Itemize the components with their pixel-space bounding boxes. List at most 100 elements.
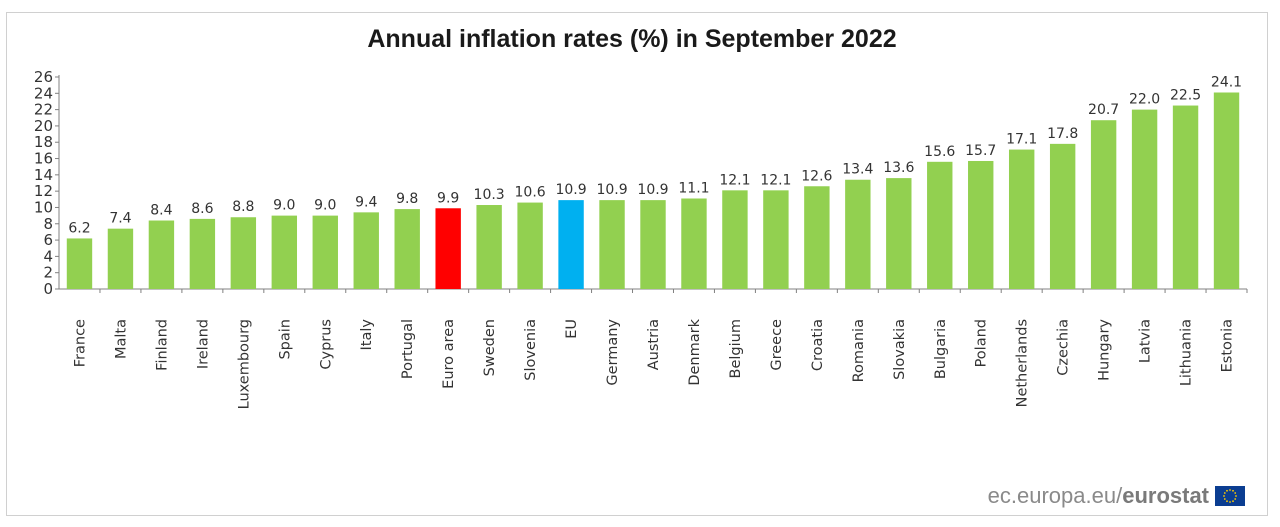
y-tick-label: 4 [43,247,53,265]
y-tick-label: 0 [43,280,53,298]
category-label: France [72,319,88,367]
eu-flag-icon [1215,486,1245,506]
value-label: 22.0 [1129,92,1160,108]
value-label: 10.9 [555,182,586,198]
bar [107,228,134,289]
bar [148,220,175,289]
value-label: 9.0 [314,198,336,214]
bar [681,198,707,289]
flag-star [1234,498,1237,500]
category-label: Denmark [687,318,703,385]
y-tick-label: 2 [43,264,53,282]
bar [1049,143,1076,289]
bar [1172,105,1199,290]
y-tick-label: 6 [43,231,53,249]
value-label: 22.5 [1170,88,1201,104]
bar [927,161,953,289]
bar [312,215,338,289]
bar [886,178,912,289]
y-tick-label: 24 [34,84,53,102]
value-label: 9.0 [273,198,295,214]
value-label: 15.6 [924,144,955,160]
y-tick-label: 26 [34,68,53,86]
category-label: Poland [974,319,990,367]
y-tick-label: 20 [34,117,53,135]
category-label: Hungary [1097,319,1113,381]
category-label: Romania [851,319,867,382]
flag-star [1223,495,1225,497]
category-label: Croatia [810,319,826,371]
chart-frame: Annual inflation rates (%) in September … [6,12,1268,516]
value-label: 9.8 [396,191,418,207]
category-label: Germany [605,319,621,386]
value-label: 17.1 [1006,132,1037,148]
bar [845,179,871,289]
flag-star [1226,500,1228,503]
flag-star [1223,492,1226,494]
category-label: Luxembourg [236,319,252,409]
category-label: Italy [359,319,375,351]
flag-star [1229,501,1231,503]
category-label: Bulgaria [933,319,949,379]
category-label: Spain [277,319,293,360]
y-tick-label: 18 [34,133,53,151]
flag-star [1235,495,1237,497]
flag-star [1223,498,1226,500]
flag-star [1229,489,1231,491]
bar [517,202,543,289]
bar [394,209,420,289]
category-label: Portugal [400,319,416,379]
category-label: Latvia [1138,319,1154,363]
value-label: 8.6 [191,201,213,217]
bar [189,218,216,289]
bar [353,212,379,289]
value-label: 10.6 [515,185,546,201]
eu-flag-stars-icon [1223,489,1237,503]
category-label: Lithuania [1179,319,1195,386]
bar [968,160,994,289]
bar [722,190,748,289]
bar [435,208,461,289]
bar [66,238,93,289]
value-label: 10.9 [596,182,627,198]
value-label: 10.9 [637,182,668,198]
value-label: 7.4 [109,211,131,227]
bars [66,92,1240,290]
value-label: 13.6 [883,160,914,176]
flag-star [1232,489,1234,492]
value-label: 6.2 [68,220,90,236]
value-labels: 6.2 7.4 8.4 8.6 8.8 9.0 9.0 9.4 9.8 9.9 10.3 10.6 10… [68,74,1242,236]
bar [640,200,666,289]
y-tick-label: 14 [34,166,53,184]
source-url: ec.europa.eu/eurostat [987,483,1209,508]
bar [476,205,502,289]
value-label: 12.1 [719,172,750,188]
value-label: 11.1 [678,180,709,196]
value-label: 13.4 [842,162,873,178]
value-label: 10.3 [474,187,505,203]
category-label: Austria [646,319,662,370]
category-label: Greece [769,319,785,371]
category-labels: France Malta Finland Ireland Luxembourg Spain… [72,318,1235,409]
category-label: Slovenia [523,319,539,381]
category-label: Euro area [441,319,457,389]
value-label: 15.7 [965,143,996,159]
value-label: 12.6 [801,168,832,184]
category-label: Estonia [1220,319,1236,372]
source-credit: ec.europa.eu/eurostat [988,483,1245,509]
bar [804,186,830,289]
bar [1008,149,1035,289]
chart-title: Annual inflation rates (%) in September … [367,25,896,53]
category-label: Netherlands [1015,319,1031,407]
value-label: 24.1 [1211,74,1242,90]
category-label: Czechia [1056,319,1072,376]
value-label: 9.9 [437,190,459,206]
bar [271,215,298,289]
value-label: 12.1 [760,172,791,188]
value-label: 8.4 [150,203,172,219]
category-label: Finland [154,319,170,371]
bar [1090,120,1117,289]
category-label: Belgium [728,319,744,378]
bar [599,200,625,289]
bar [558,200,584,289]
